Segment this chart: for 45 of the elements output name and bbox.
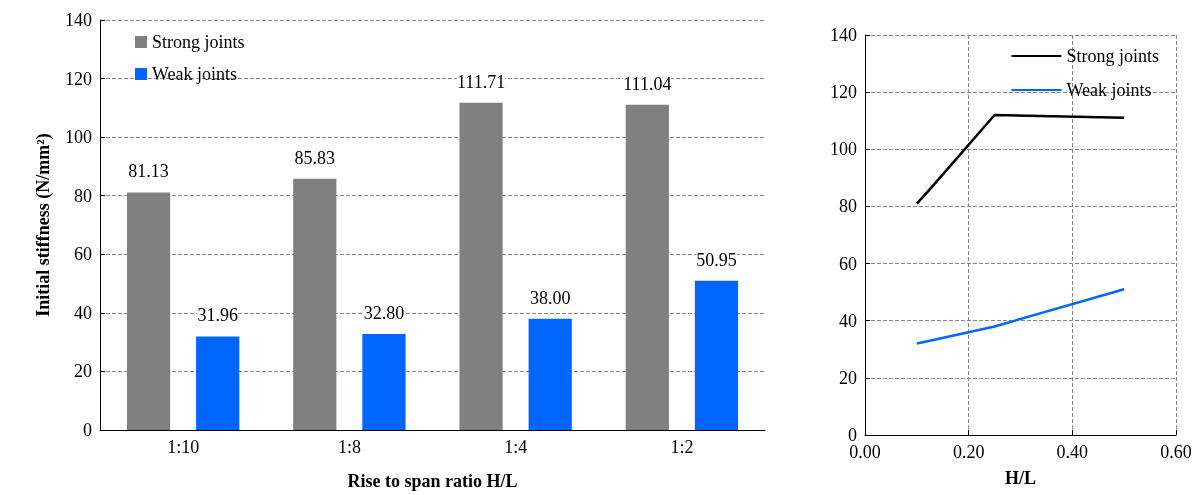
x-axis-title: Rise to span ratio H/L (347, 471, 518, 491)
x-tick-label: 1:10 (167, 437, 200, 457)
x-tick-label: 0.40 (1056, 442, 1089, 462)
data-label: 31.96 (197, 305, 238, 326)
y-tick-label: 80 (839, 196, 857, 217)
line-series (915, 113, 1126, 205)
x-tick-label: 0.60 (1160, 442, 1192, 462)
legend-label: Weak joints (152, 64, 238, 84)
data-label: 111.04 (623, 73, 672, 94)
y-tick-label: 40 (839, 310, 857, 331)
y-tick-label: 20 (839, 367, 857, 388)
x-tick-label: 1:2 (670, 437, 694, 457)
y-tick-label: 40 (74, 302, 92, 323)
data-label: 50.95 (696, 249, 737, 270)
legend-label: Strong joints (1066, 46, 1159, 66)
bar (196, 336, 240, 430)
x-tick-label: 0.20 (952, 442, 985, 462)
legend-label: Strong joints (152, 32, 245, 52)
y-tick-label: 120 (830, 82, 857, 103)
y-tick-label: 60 (74, 244, 92, 265)
data-label: 81.13 (128, 161, 169, 182)
bar (694, 280, 739, 430)
y-tick-label: 60 (839, 253, 857, 274)
line-series (915, 288, 1126, 345)
data-label: 111.71 (456, 71, 506, 92)
y-tick-label: 140 (830, 25, 857, 45)
x-axis-title: H/L (1004, 468, 1037, 488)
data-label: 38.00 (529, 287, 571, 308)
bar (362, 333, 406, 430)
y-axis-title: Initial stiffness (N/mm²) (33, 133, 54, 317)
y-tick-label: 20 (74, 361, 92, 382)
data-label: 85.83 (294, 147, 336, 168)
bar (528, 318, 572, 430)
x-tick-label: 1:8 (337, 437, 361, 457)
y-tick-label: 0 (83, 420, 92, 440)
legend-label: Weak joints (1066, 80, 1152, 100)
y-tick-label: 140 (65, 10, 92, 30)
x-tick-label: 1:4 (504, 437, 528, 457)
data-label: 32.80 (363, 302, 405, 323)
y-tick-label: 0 (848, 425, 857, 445)
x-tick-label: 0.00 (849, 442, 881, 462)
y-tick-label: 100 (830, 139, 857, 160)
y-tick-label: 120 (65, 68, 92, 89)
y-tick-label: 100 (65, 127, 92, 148)
y-tick-label: 80 (74, 185, 92, 206)
